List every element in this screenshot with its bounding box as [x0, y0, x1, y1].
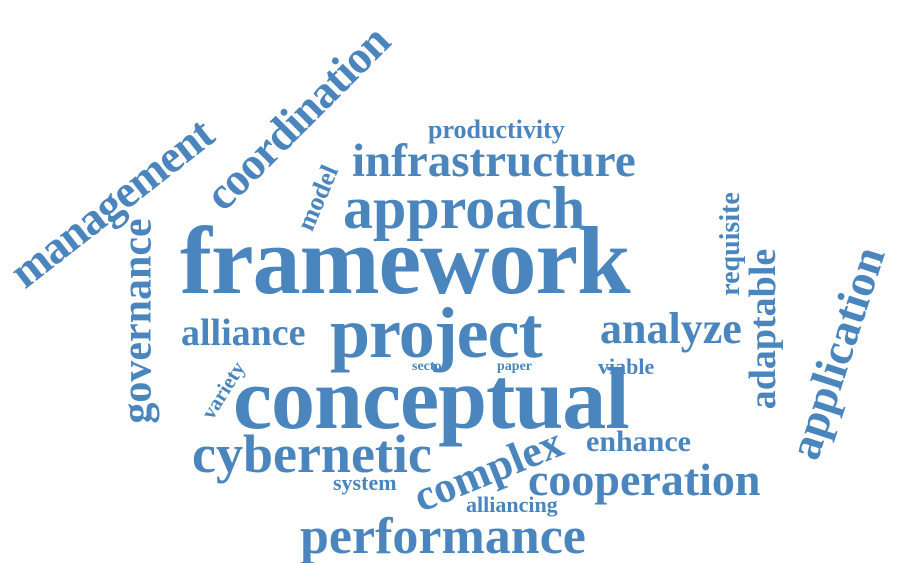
word-viable: viable: [598, 354, 655, 379]
word-alliance: alliance: [181, 312, 306, 354]
word-adaptable: adaptable: [742, 248, 785, 410]
word-analyze: analyze: [600, 304, 742, 353]
word-performance: performance: [300, 508, 586, 563]
word-paper: paper: [497, 359, 532, 374]
word-framework: framework: [180, 207, 630, 314]
word-cooperation: cooperation: [528, 454, 761, 505]
word-project: project: [330, 293, 543, 373]
word-infrastructure: infrastructure: [352, 135, 636, 187]
word-sector: sector: [412, 359, 448, 374]
word-requisite: requisite: [714, 192, 746, 296]
word-enhance: enhance: [586, 425, 691, 458]
word-governance: governance: [114, 218, 161, 424]
word-application: application: [778, 240, 895, 466]
word-conceptual: conceptual: [233, 351, 630, 448]
word-productivity: productivity: [428, 115, 565, 144]
word-system: system: [333, 470, 397, 495]
word-alliancing: alliancing: [466, 492, 558, 517]
word-cybernetic: cybernetic: [192, 424, 432, 484]
word-approach: approach: [343, 175, 586, 241]
